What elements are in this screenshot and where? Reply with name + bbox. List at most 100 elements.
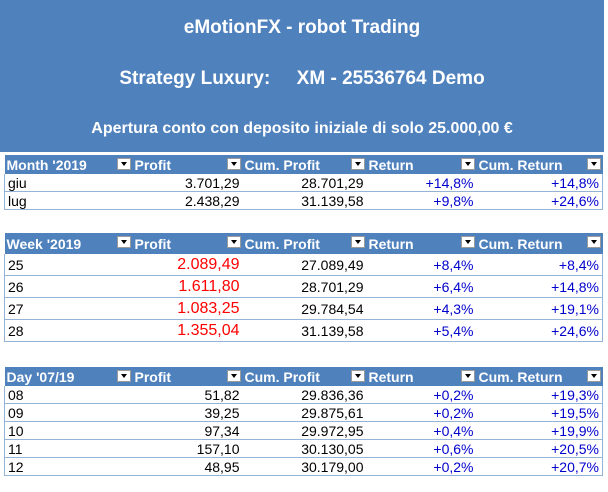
banner-subtitle: Apertura conto con deposito iniziale di …: [91, 120, 513, 137]
cell-cum-profit: 30.130,05: [242, 439, 367, 458]
cell-period: 10: [4, 421, 133, 440]
filter-dropdown-icon[interactable]: [350, 236, 365, 248]
cell-cum-return: +20,5%: [476, 439, 603, 458]
column-header-profit: Profit: [132, 367, 243, 386]
column-header-week: Week '2019: [4, 233, 133, 254]
table-header-row: Month '2019 Profit Cum. Profit Return Cu…: [4, 155, 603, 174]
cell-period: 26: [4, 275, 133, 298]
cell-cum-profit: 30.179,00: [242, 457, 367, 476]
cell-cum-profit: 29.784,54: [242, 297, 367, 320]
cell-profit: 39,25: [132, 403, 243, 422]
cell-cum-return: +19,1%: [476, 297, 603, 320]
cell-return: +0,6%: [366, 439, 477, 458]
table-header-row: Day '07/19 Profit Cum. Profit Return Cum…: [4, 367, 603, 386]
cell-profit: 1.083,25: [132, 297, 243, 320]
cell-cum-return: +19,9%: [476, 421, 603, 440]
cell-return: +5,4%: [366, 319, 477, 342]
cell-cum-profit: 29.836,36: [242, 386, 367, 404]
column-header-cum-return: Cum. Return: [476, 233, 603, 254]
cell-cum-profit: 29.972,95: [242, 421, 367, 440]
column-header-return: Return: [366, 155, 477, 174]
week-table: Week '2019 Profit Cum. Profit Return Cum…: [4, 233, 603, 342]
cell-profit: 1.355,04: [132, 319, 243, 342]
cell-profit: 48,95: [132, 457, 243, 476]
cell-return: +8,4%: [366, 254, 477, 276]
table-row: 09 39,25 29.875,61 +0,2% +19,5%: [4, 403, 603, 422]
filter-dropdown-icon[interactable]: [116, 370, 131, 382]
cell-period: 11: [4, 439, 133, 458]
cell-cum-return: +20,7%: [476, 457, 603, 476]
cell-cum-return: +19,5%: [476, 403, 603, 422]
cell-cum-profit: 28.701,29: [242, 275, 367, 298]
cell-period: giu: [4, 174, 133, 192]
cell-period: 09: [4, 403, 133, 422]
column-header-profit: Profit: [132, 155, 243, 174]
cell-profit: 97,34: [132, 421, 243, 440]
banner-title: eMotionFX - robot Trading: [183, 17, 421, 38]
cell-period: 12: [4, 457, 133, 476]
filter-dropdown-icon[interactable]: [116, 158, 131, 170]
column-header-day: Day '07/19: [4, 367, 133, 386]
cell-cum-return: +14,8%: [476, 275, 603, 298]
cell-period: 25: [4, 254, 133, 276]
cell-profit: 2.089,49: [132, 254, 243, 276]
table-row: 28 1.355,04 31.139,58 +5,4% +24,6%: [4, 319, 603, 342]
cell-return: +6,4%: [366, 275, 477, 298]
cell-return: +0,2%: [366, 386, 477, 404]
day-table: Day '07/19 Profit Cum. Profit Return Cum…: [4, 367, 603, 476]
column-header-cum-profit: Cum. Profit: [242, 233, 367, 254]
filter-dropdown-icon[interactable]: [586, 370, 601, 382]
cell-cum-profit: 27.089,49: [242, 254, 367, 276]
cell-period: 28: [4, 319, 133, 342]
cell-cum-profit: 29.875,61: [242, 403, 367, 422]
table-row: 11 157,10 30.130,05 +0,6% +20,5%: [4, 439, 603, 458]
cell-profit: 51,82: [132, 386, 243, 404]
cell-return: +9,8%: [366, 191, 477, 210]
table-row: 08 51,82 29.836,36 +0,2% +19,3%: [4, 386, 603, 404]
cell-cum-profit: 31.139,58: [242, 319, 367, 342]
cell-profit: 3.701,29: [132, 174, 243, 192]
table-row: 27 1.083,25 29.784,54 +4,3% +19,1%: [4, 297, 603, 320]
column-header-cum-return: Cum. Return: [476, 155, 603, 174]
title-banner: eMotionFX - robot Trading Strategy Luxur…: [0, 0, 604, 152]
cell-return: +0,4%: [366, 421, 477, 440]
month-table: Month '2019 Profit Cum. Profit Return Cu…: [4, 155, 603, 210]
cell-period: 08: [4, 386, 133, 404]
column-header-cum-profit: Cum. Profit: [242, 155, 367, 174]
column-header-cum-profit: Cum. Profit: [242, 367, 367, 386]
cell-cum-profit: 28.701,29: [242, 174, 367, 192]
cell-return: +0,2%: [366, 457, 477, 476]
filter-dropdown-icon[interactable]: [460, 158, 475, 170]
column-header-cum-return: Cum. Return: [476, 367, 603, 386]
table-row: lug 2.438,29 31.139,58 +9,8% +24,6%: [4, 191, 603, 210]
cell-cum-return: +8,4%: [476, 254, 603, 276]
column-header-profit: Profit: [132, 233, 243, 254]
filter-dropdown-icon[interactable]: [226, 158, 241, 170]
cell-return: +14,8%: [366, 174, 477, 192]
filter-dropdown-icon[interactable]: [226, 236, 241, 248]
cell-profit: 157,10: [132, 439, 243, 458]
cell-period: lug: [4, 191, 133, 210]
filter-dropdown-icon[interactable]: [460, 370, 475, 382]
filter-dropdown-icon[interactable]: [350, 370, 365, 382]
cell-cum-return: +19,3%: [476, 386, 603, 404]
table-row: 26 1.611,80 28.701,29 +6,4% +14,8%: [4, 275, 603, 298]
cell-profit: 1.611,80: [132, 275, 243, 298]
table-row: giu 3.701,29 28.701,29 +14,8% +14,8%: [4, 174, 603, 192]
cell-profit: 2.438,29: [132, 191, 243, 210]
table-row: 10 97,34 29.972,95 +0,4% +19,9%: [4, 421, 603, 440]
filter-dropdown-icon[interactable]: [586, 236, 601, 248]
cell-cum-return: +24,6%: [476, 319, 603, 342]
filter-dropdown-icon[interactable]: [460, 236, 475, 248]
filter-dropdown-icon[interactable]: [586, 158, 601, 170]
column-header-return: Return: [366, 367, 477, 386]
filter-dropdown-icon[interactable]: [350, 158, 365, 170]
filter-dropdown-icon[interactable]: [116, 236, 131, 248]
filter-dropdown-icon[interactable]: [226, 370, 241, 382]
column-header-month: Month '2019: [4, 155, 133, 174]
column-header-return: Return: [366, 233, 477, 254]
cell-cum-return: +24,6%: [476, 191, 603, 210]
table-row: 25 2.089,49 27.089,49 +8,4% +8,4%: [4, 254, 603, 276]
cell-period: 27: [4, 297, 133, 320]
cell-cum-return: +14,8%: [476, 174, 603, 192]
